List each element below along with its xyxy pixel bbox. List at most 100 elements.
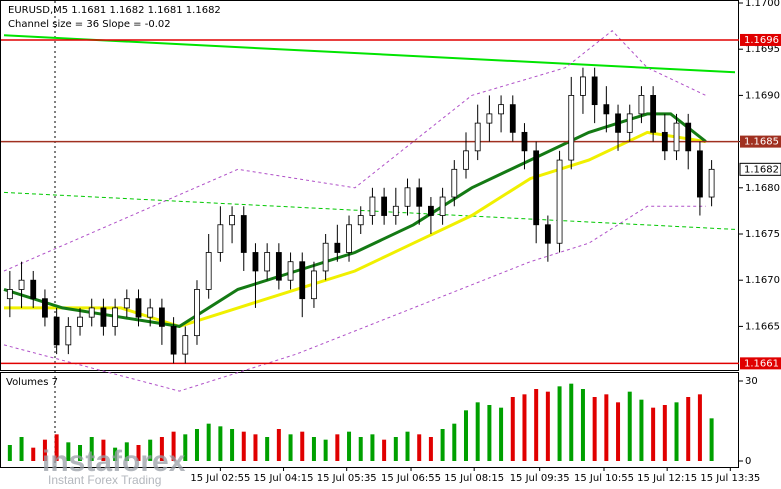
- volume-bar: [159, 437, 164, 461]
- candle-body: [240, 215, 247, 253]
- volume-bar: [265, 437, 270, 461]
- volume-bar: [697, 394, 702, 461]
- x-tick-label: 15 Jul 06:55: [381, 473, 441, 484]
- candle-body: [650, 95, 657, 133]
- candle-body: [673, 122, 680, 152]
- candle-body: [194, 289, 200, 337]
- candle-body: [158, 307, 165, 327]
- volume-bar: [487, 405, 492, 461]
- indicator-line: [3, 191, 736, 230]
- y-tick-label: 1.1700: [745, 0, 780, 9]
- candle-body: [708, 168, 715, 198]
- candle-body: [556, 159, 563, 244]
- indicator-line: [3, 34, 736, 74]
- volume-bar: [440, 429, 445, 461]
- volume-bar: [417, 434, 422, 461]
- candle-body: [299, 261, 306, 300]
- level-label: 1.1696: [744, 35, 779, 46]
- candle-body: [486, 113, 493, 124]
- volume-bar: [101, 439, 106, 461]
- candle-body: [439, 196, 446, 216]
- candle-body: [217, 224, 224, 253]
- volume-bar: [569, 383, 574, 461]
- volume-bar: [686, 397, 691, 461]
- level-label: 1.1661: [744, 358, 779, 369]
- volume-bar: [194, 429, 199, 461]
- candle-body: [533, 150, 540, 226]
- volume-bar: [463, 410, 468, 461]
- volume-bar: [405, 431, 410, 461]
- candle-body: [30, 279, 37, 300]
- candle-body: [252, 252, 259, 272]
- candle-body: [697, 150, 703, 198]
- volume-bar: [323, 439, 328, 461]
- y-tick-label: 1.1675: [745, 229, 780, 240]
- candle-body: [416, 187, 423, 207]
- volume-tick-label: 0: [745, 456, 751, 467]
- candle-body: [123, 298, 130, 309]
- candle-body: [568, 95, 575, 161]
- candle-body: [205, 252, 212, 290]
- candle-body: [661, 131, 668, 152]
- candle-body: [287, 261, 294, 281]
- candle-body: [580, 76, 586, 96]
- candle-body: [638, 95, 645, 115]
- candle-body: [322, 242, 329, 272]
- volume-bar: [709, 418, 714, 461]
- volume-bar: [218, 426, 223, 461]
- volume-bar: [253, 434, 258, 461]
- volume-bar: [475, 402, 480, 461]
- candle-body: [18, 279, 25, 290]
- watermark-tagline: Instant Forex Trading: [48, 473, 161, 487]
- price-tag: [739, 162, 781, 176]
- volume-bar: [183, 434, 188, 461]
- candle-body: [392, 205, 399, 216]
- volume-bar: [230, 429, 235, 461]
- candle-body: [229, 215, 235, 226]
- candle-body: [381, 196, 388, 216]
- volume-bar: [662, 405, 667, 461]
- volume-bar: [335, 434, 340, 461]
- level-tag: [740, 357, 781, 370]
- indicator-line: [3, 205, 706, 392]
- main-panel: [0, 0, 739, 371]
- volume-bar: [311, 437, 316, 461]
- volume-bar: [206, 423, 211, 461]
- candle-body: [544, 224, 551, 244]
- y-tick-label: 1.1670: [745, 275, 780, 286]
- candle-body: [404, 187, 411, 207]
- x-tick-label: 15 Jul 10:55: [574, 473, 634, 484]
- volume-bar: [557, 386, 562, 461]
- candle-body: [6, 289, 13, 300]
- volume-bar: [113, 447, 118, 461]
- candle-body: [42, 298, 48, 318]
- volume-bar: [534, 389, 539, 461]
- candle-body: [603, 104, 610, 115]
- candle-body: [463, 150, 469, 170]
- volume-bar: [54, 434, 59, 461]
- candle-body: [334, 242, 341, 253]
- volume-bar: [674, 402, 679, 461]
- volume-label: Volumes 7: [6, 377, 58, 388]
- candle-body: [264, 252, 271, 272]
- volume-bar: [241, 431, 246, 461]
- volume-bar: [627, 391, 632, 461]
- volume-bar: [382, 439, 387, 461]
- volume-bar: [452, 423, 457, 461]
- indicator-line: [4, 130, 707, 328]
- x-tick-label: 15 Jul 12:15: [637, 473, 697, 484]
- level-label: 1.1685: [744, 137, 779, 148]
- volume-bar: [288, 434, 293, 461]
- candle-body: [521, 131, 528, 152]
- indicator-line: [3, 112, 707, 328]
- x-tick-label: 15 Jul 04:15: [254, 473, 314, 484]
- volume-bar: [639, 399, 644, 461]
- candle-body: [498, 104, 504, 115]
- level-tag: [740, 33, 781, 46]
- x-tick-label: 15 Jul 02:55: [190, 473, 250, 484]
- volume-bar: [7, 445, 12, 461]
- volume-bar: [580, 389, 585, 461]
- y-tick-label: 1.1665: [745, 321, 780, 332]
- y-tick-label: 1.1690: [745, 90, 780, 101]
